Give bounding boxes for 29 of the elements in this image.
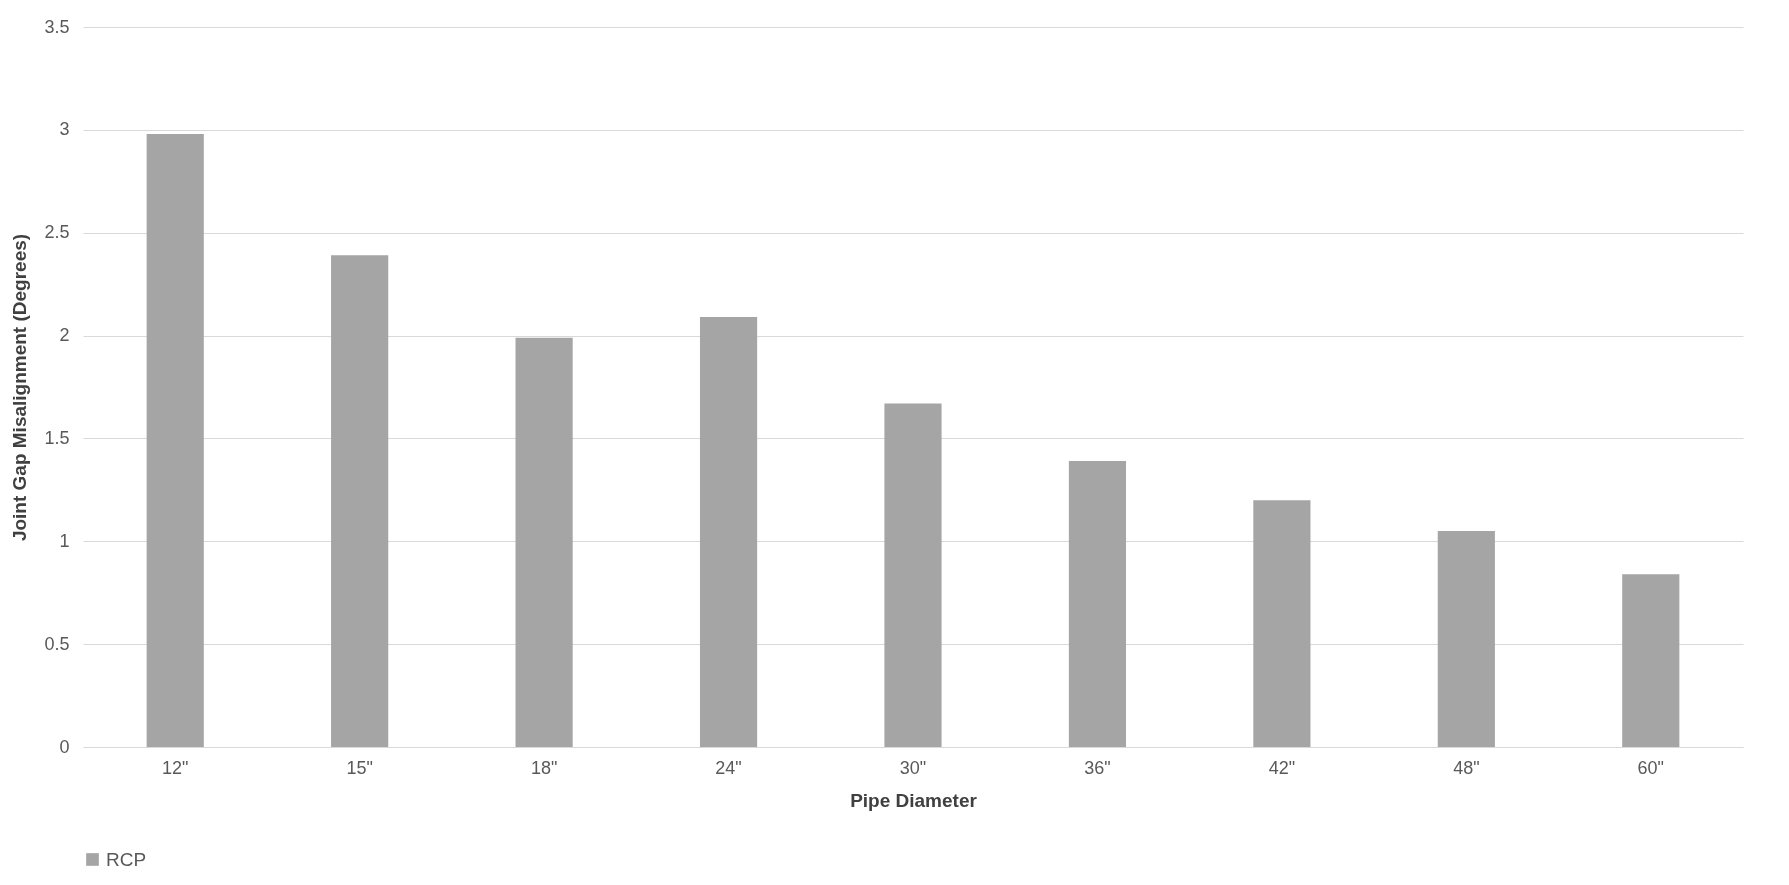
x-tick-label: 42" xyxy=(1268,757,1296,778)
y-tick-label: 0.5 xyxy=(44,633,70,654)
bar xyxy=(515,337,573,747)
legend-label: RCP xyxy=(106,848,147,870)
x-tick-label: 30" xyxy=(899,757,927,778)
y-tick-label: 3 xyxy=(59,119,70,140)
bar xyxy=(1437,531,1495,747)
bar xyxy=(1253,500,1311,747)
x-tick-label: 15" xyxy=(346,757,373,778)
bar xyxy=(331,255,389,747)
y-tick-label: 2.5 xyxy=(44,222,70,243)
bar xyxy=(884,403,942,747)
bar xyxy=(1622,574,1680,747)
x-tick-label: 60" xyxy=(1637,757,1664,778)
x-tick-label: 18" xyxy=(530,757,558,778)
bar xyxy=(699,317,758,747)
bar xyxy=(146,133,204,747)
bar xyxy=(1068,461,1127,747)
x-tick-label: 24" xyxy=(715,757,742,778)
x-tick-label: 48" xyxy=(1453,757,1480,778)
x-tick-label: 12" xyxy=(162,757,189,778)
y-axis-title: Joint Gap Misalignment (Degrees) xyxy=(9,233,31,542)
y-tick-label: 1.5 xyxy=(44,427,70,448)
y-tick-label: 2 xyxy=(59,325,70,346)
x-axis-title: Pipe Diameter xyxy=(850,789,978,811)
x-tick-label: 36" xyxy=(1084,757,1111,778)
y-tick-label: 3.5 xyxy=(44,16,70,37)
y-tick-label: 1 xyxy=(59,530,70,551)
y-tick-label: 0 xyxy=(59,736,70,757)
